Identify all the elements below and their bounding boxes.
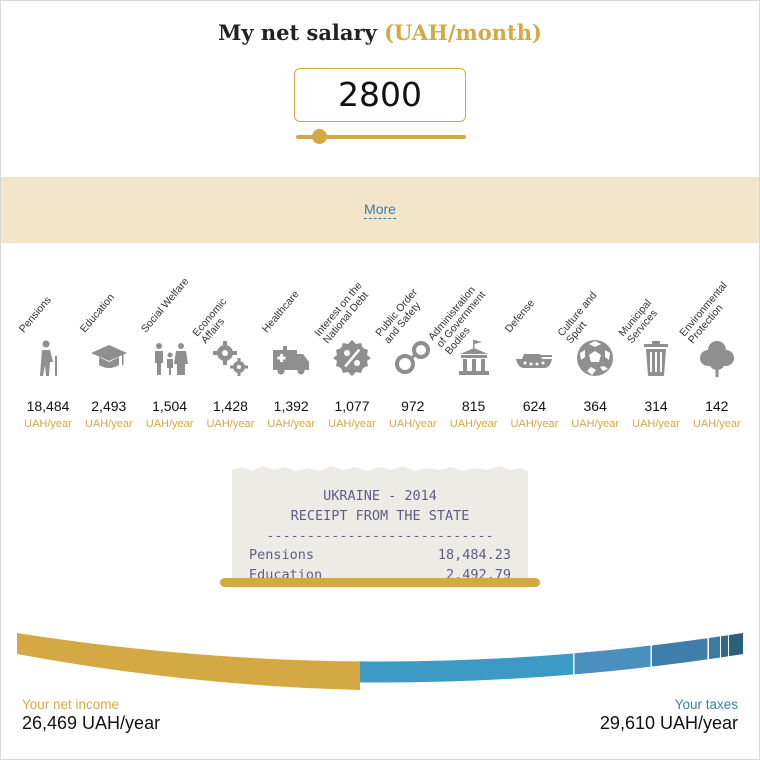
receipt-separator: ---------------------------- (266, 528, 494, 544)
government-building-icon (454, 338, 494, 378)
tax-segment-healthcare[interactable] (721, 620, 728, 700)
category-item[interactable]: Economic Affairs 1,428 UAH/year (191, 260, 260, 440)
category-unit: UAH/year (571, 418, 620, 430)
gears-icon (210, 338, 250, 378)
net-income-value: 26,469 UAH/year (22, 713, 161, 733)
receipt-line-label: Pensions (249, 547, 315, 563)
pensioner-icon (28, 338, 68, 378)
category-item[interactable]: Public Order and Safety 972 UAH/year (373, 260, 443, 440)
title-unit: (UAH/month) (384, 20, 542, 45)
income-tax-bar (17, 620, 743, 700)
percent-icon (332, 338, 372, 378)
receipt-rail (220, 578, 540, 587)
category-unit: UAH/year (632, 418, 680, 430)
receipt-title-line2: RECEIPT FROM THE STATE (290, 508, 470, 524)
category-unit: UAH/year (206, 418, 255, 430)
ambulance-icon (271, 338, 311, 378)
category-value: 1,504 (152, 398, 188, 414)
tax-segment-debt-interest[interactable] (729, 620, 743, 700)
receipt-title-line1: UKRAINE - 2014 (323, 488, 437, 504)
category-item[interactable]: Environmental Protection 142 UAH/year (677, 260, 747, 440)
graduation-cap-icon (89, 338, 129, 378)
category-value: 972 (401, 398, 425, 414)
category-value: 2,493 (91, 398, 127, 414)
category-item[interactable]: Defense 624 UAH/year (503, 260, 564, 440)
tax-segment-pensions[interactable] (17, 633, 743, 683)
receipt: UKRAINE - 2014 RECEIPT FROM THE STATE --… (232, 473, 528, 588)
category-item[interactable]: Interest on the National Debt 1,077 UAH/ye… (312, 260, 382, 440)
salary-slider-thumb[interactable] (312, 129, 327, 144)
trash-bin-icon (636, 338, 676, 378)
receipt-line-amount: 18,484.23 (437, 547, 511, 563)
title-text: My net salary (218, 20, 377, 45)
category-unit: UAH/year (145, 418, 194, 430)
category-unit: UAH/year (84, 418, 133, 430)
handcuffs-icon (393, 338, 433, 378)
salary-input[interactable]: 2800 (294, 68, 466, 122)
category-value: 624 (522, 398, 547, 414)
category-item[interactable]: Culture and Sport 364 UAH/year (556, 260, 625, 440)
family-icon (150, 338, 190, 378)
soccer-ball-icon (575, 338, 615, 378)
page-title: My net salary (UAH/month) (0, 20, 760, 45)
taxes-value: 29,610 UAH/year (599, 713, 738, 733)
category-value: 1,392 (273, 398, 309, 414)
taxes-label: Your taxes (674, 697, 738, 712)
net-income-segment[interactable] (17, 633, 743, 690)
net-income-label: Your net income (22, 697, 120, 712)
category-value: 1,077 (334, 398, 370, 414)
category-item[interactable]: Pensions 18,484 UAH/year (17, 260, 78, 440)
category-value: 364 (583, 398, 607, 414)
category-item[interactable]: Education 2,493 UAH/year (78, 260, 139, 440)
category-value: 1,428 (212, 398, 248, 414)
category-unit: UAH/year (328, 418, 376, 430)
salary-slider-track[interactable] (296, 135, 466, 139)
category-unit: UAH/year (388, 418, 437, 430)
category-unit: UAH/year (24, 418, 72, 430)
category-unit: UAH/year (692, 418, 741, 430)
category-unit: UAH/year (267, 418, 316, 430)
tax-segment-social-welfare[interactable] (652, 620, 707, 700)
tax-segment-economic-affairs[interactable] (709, 620, 720, 700)
receipt-line: Pensions 18,484.23 (249, 547, 511, 563)
category-value: 18,484 (26, 398, 70, 414)
more-band (1, 177, 759, 243)
tax-segment-education[interactable] (574, 620, 650, 700)
category-item[interactable]: Social Welfare 1,504 UAH/year (138, 260, 200, 440)
category-unit: UAH/year (449, 418, 498, 430)
category-item[interactable]: Municipal Services 314 UAH/year (616, 260, 686, 440)
category-value: 314 (644, 398, 668, 414)
category-item[interactable]: Healthcare 1,392 UAH/year (260, 260, 321, 440)
category-value: 815 (461, 398, 486, 414)
category-value: 142 (705, 398, 729, 414)
tree-icon (697, 338, 737, 378)
more-link[interactable]: More (364, 201, 396, 219)
category-unit: UAH/year (510, 418, 559, 430)
tank-icon (514, 338, 554, 378)
category-item[interactable]: Administration of Government Bodies 815 UA… (426, 260, 504, 440)
